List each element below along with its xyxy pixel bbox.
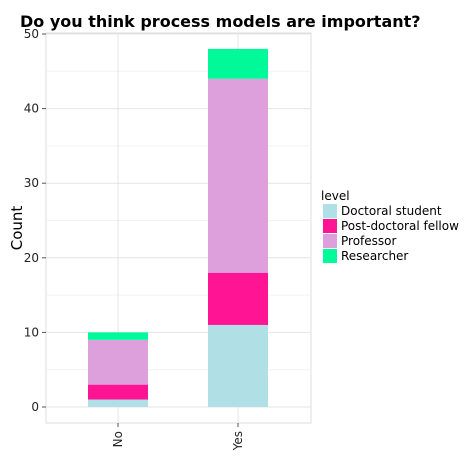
x-tick-label: No — [111, 431, 125, 447]
grid — [45, 32, 312, 424]
bar-no-professor — [88, 339, 148, 385]
axes: 0 10 20 30 40 50 No Yes — [24, 27, 245, 451]
x-tick-label: Yes — [231, 431, 245, 451]
chart-title: Do you think process models are importan… — [20, 12, 421, 31]
bar-no-researcher — [88, 332, 148, 340]
y-tick-label: 30 — [24, 176, 39, 190]
y-axis-title: Count — [8, 206, 26, 251]
legend-label: Professor — [341, 234, 396, 248]
legend-title: level — [321, 189, 350, 203]
bar-no-doctoral-student — [88, 399, 148, 407]
legend-swatch — [323, 204, 337, 218]
y-tick-label: 20 — [24, 251, 39, 265]
legend-swatch — [323, 234, 337, 248]
bar-yes-researcher — [208, 48, 268, 79]
legend-label: Doctoral student — [341, 204, 442, 218]
y-tick-label: 0 — [31, 400, 39, 414]
bars — [88, 48, 268, 407]
plot-panel — [45, 32, 312, 424]
legend-label: Post-doctoral fellow — [341, 219, 459, 233]
bar-yes-post-doctoral-fellow — [208, 272, 268, 325]
legend-swatch — [323, 219, 337, 233]
bar-yes-doctoral-student — [208, 324, 268, 407]
bar-yes-professor — [208, 78, 268, 273]
legend-swatch — [323, 249, 337, 263]
legend-label: Researcher — [341, 249, 408, 263]
bar-no-post-doctoral-fellow — [88, 384, 148, 400]
y-tick-label: 40 — [24, 102, 39, 116]
y-tick-label: 50 — [24, 27, 39, 41]
y-tick-label: 10 — [24, 325, 39, 339]
